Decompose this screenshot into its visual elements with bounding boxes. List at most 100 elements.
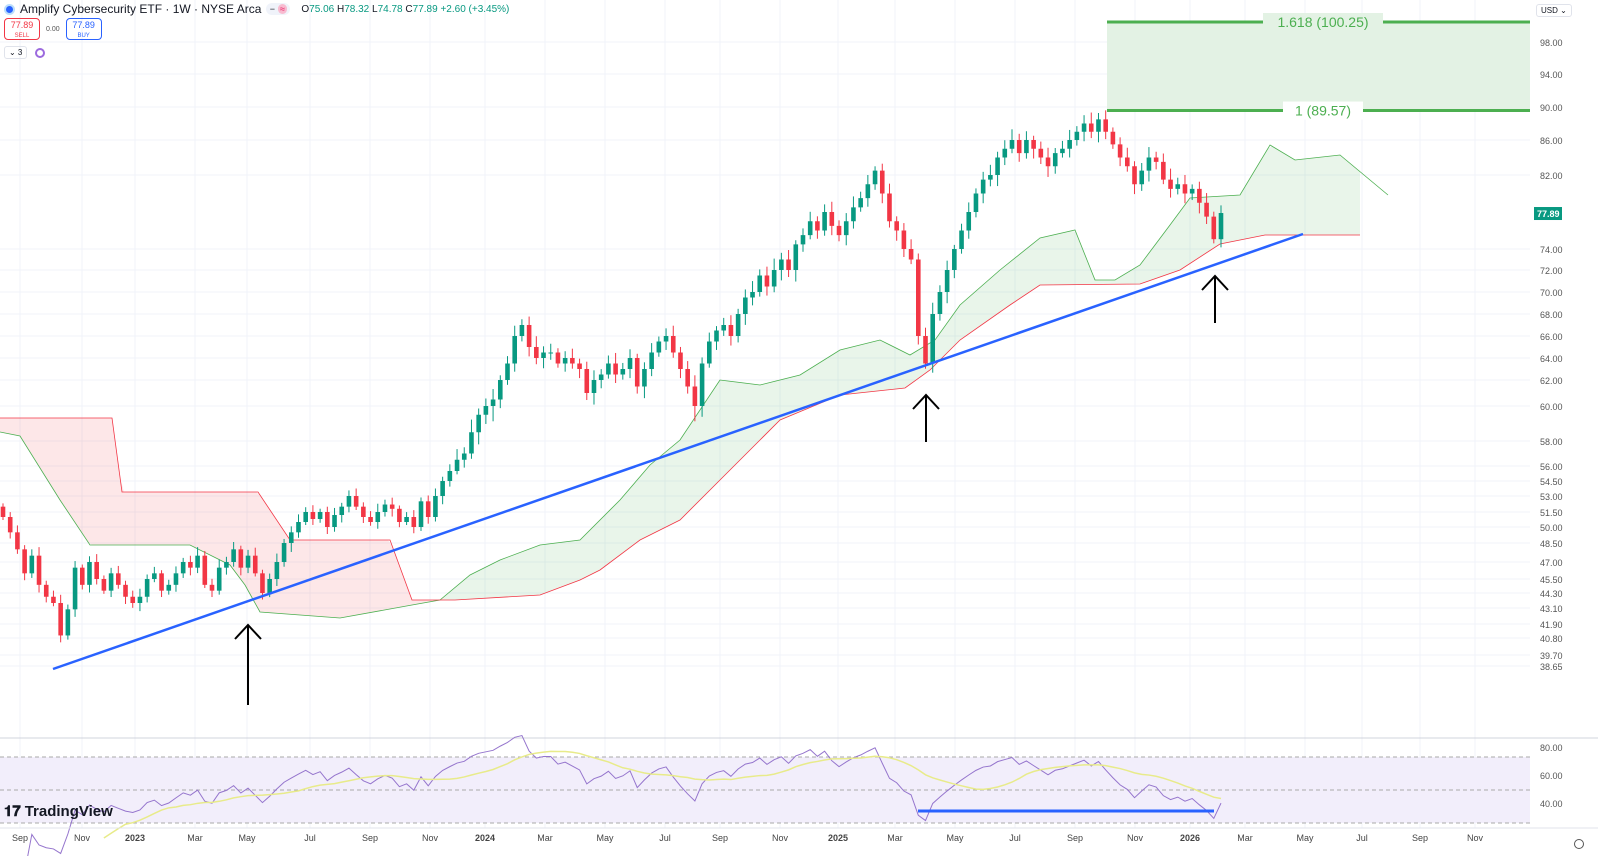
ichimoku-cloud-segment xyxy=(580,536,584,580)
ichimoku-cloud-segment xyxy=(836,350,840,397)
candle-body xyxy=(310,512,316,519)
change-value: +2.60 (+3.45%) xyxy=(440,3,510,15)
price-tick: 47.00 xyxy=(1540,558,1563,568)
symbol-logo-icon xyxy=(4,3,15,15)
candle-body xyxy=(541,352,546,358)
candle-body xyxy=(43,584,49,597)
candle-body xyxy=(152,573,157,579)
ichimoku-cloud-segment xyxy=(12,418,16,436)
arrow-head xyxy=(1201,274,1229,291)
indicators-toggle[interactable]: ⌄ 3 xyxy=(4,46,28,59)
ichimoku-cloud-segment xyxy=(364,540,368,614)
ichimoku-cloud-segment xyxy=(708,392,712,492)
price-tick: 72.00 xyxy=(1540,266,1563,276)
ichimoku-cloud-segment xyxy=(1236,195,1240,241)
candle-body xyxy=(634,358,640,387)
ichimoku-cloud-segment xyxy=(980,284,984,326)
candle-body xyxy=(180,562,186,574)
candle-body xyxy=(79,567,85,585)
ichimoku-cloud-segment xyxy=(704,398,708,496)
ichimoku-cloud-segment xyxy=(832,352,836,399)
candle-body xyxy=(368,517,373,522)
candle-body xyxy=(116,573,121,585)
fib-label: 1 (89.57) xyxy=(1295,103,1351,119)
ichimoku-cloud-segment xyxy=(660,453,664,530)
candle-body xyxy=(490,399,496,406)
ichimoku-cloud-segment xyxy=(1252,168,1256,238)
candle-body xyxy=(836,225,842,236)
candle-body xyxy=(389,504,395,509)
price-tick: 43.10 xyxy=(1540,604,1563,614)
sell-label: SELL xyxy=(14,33,30,39)
ichimoku-cloud-segment xyxy=(1200,197,1204,257)
candle-body xyxy=(555,352,561,364)
spread-value: 0.00 xyxy=(46,25,60,33)
ichimoku-cloud-segment xyxy=(228,492,232,568)
ichimoku-cloud-segment xyxy=(152,492,156,545)
ichimoku-cloud-segment xyxy=(1124,272,1128,285)
ichimoku-cloud-segment xyxy=(812,365,816,407)
ichimoku-cloud-segment xyxy=(884,342,888,391)
candle-body xyxy=(973,193,979,212)
ichimoku-cloud-segment xyxy=(952,310,956,348)
ichimoku-cloud-segment xyxy=(848,347,852,395)
ichimoku-cloud-segment xyxy=(576,540,580,582)
ichimoku-cloud-segment xyxy=(596,520,600,572)
candle-body xyxy=(800,235,806,245)
candle-body xyxy=(952,249,957,270)
sell-button[interactable]: 77.89 SELL xyxy=(4,18,40,40)
ichimoku-cloud-segment xyxy=(356,540,360,616)
candle-body xyxy=(317,512,323,519)
ichimoku-cloud-segment xyxy=(760,384,764,440)
ichimoku-cloud-segment xyxy=(208,492,212,556)
c-label: C xyxy=(405,3,413,15)
rsi-line xyxy=(27,734,1222,856)
price-tick: 70.00 xyxy=(1540,288,1563,298)
ichimoku-cloud-segment xyxy=(608,508,612,564)
ichimoku-cloud-segment xyxy=(128,492,132,545)
ichimoku-cloud-segment xyxy=(300,540,304,616)
candle-body xyxy=(1031,140,1036,149)
candle-body xyxy=(303,512,308,522)
ichimoku-cloud-segment xyxy=(656,456,660,532)
symbol-header: Amplify Cybersecurity ETF · 1W · NYSE Ar… xyxy=(4,2,509,16)
ichimoku-cloud-segment xyxy=(8,418,12,435)
candle-body xyxy=(108,573,114,591)
ichimoku-cloud-segment xyxy=(520,551,524,597)
candle-body xyxy=(937,292,943,314)
price-tick: 56.00 xyxy=(1540,462,1563,472)
candle-body xyxy=(1146,157,1152,171)
ichimoku-cloud-segment xyxy=(1244,181,1248,240)
ichimoku-cloud-segment xyxy=(176,492,180,545)
ichimoku-cloud-segment xyxy=(1108,280,1112,285)
ichimoku-cloud-segment xyxy=(1076,232,1080,285)
sync-icon[interactable] xyxy=(35,47,46,58)
candle-body xyxy=(1074,131,1080,140)
candle-body xyxy=(598,374,604,380)
candle-body xyxy=(757,275,763,292)
ichimoku-cloud-segment xyxy=(1096,280,1100,285)
price-tick: 68.00 xyxy=(1540,310,1563,320)
ichimoku-cloud-segment xyxy=(768,382,772,432)
candle-body xyxy=(447,471,453,481)
ichimoku-cloud-segment xyxy=(588,528,592,576)
candle-body xyxy=(692,386,698,406)
ichimoku-cloud-segment xyxy=(1264,148,1268,236)
currency-select[interactable]: USD ⌄ xyxy=(1536,4,1572,17)
candle-body xyxy=(627,358,633,369)
buy-button[interactable]: 77.89 BUY xyxy=(65,18,102,40)
candle-body xyxy=(519,325,525,336)
candle-body xyxy=(461,453,467,460)
ichimoku-cloud-segment xyxy=(1152,243,1156,280)
ichimoku-cloud-segment xyxy=(1344,158,1348,235)
candle-body xyxy=(714,330,719,342)
symbol-title[interactable]: Amplify Cybersecurity ETF · 1W · NYSE Ar… xyxy=(20,2,262,16)
ichimoku-cloud-segment xyxy=(616,500,620,558)
candle-body xyxy=(137,596,143,603)
ichimoku-cloud-segment xyxy=(388,540,392,610)
settings-icon[interactable] xyxy=(1574,839,1584,849)
compare-toggle[interactable]: − ≈ xyxy=(266,3,291,15)
minus-icon: − xyxy=(269,4,276,14)
ichimoku-cloud-segment xyxy=(1088,262,1092,285)
